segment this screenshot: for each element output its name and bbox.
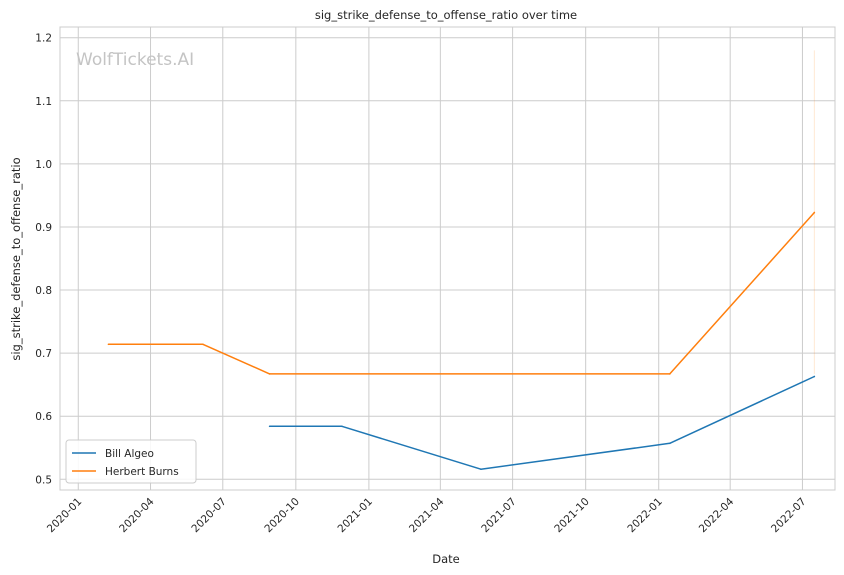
x-tick-label: 2022-01 xyxy=(625,496,665,536)
data-point-bill-algeo xyxy=(669,442,671,445)
y-tick-label: 0.8 xyxy=(35,285,52,297)
data-point-bill-algeo xyxy=(480,468,482,470)
x-tick-label: 2021-10 xyxy=(552,496,592,536)
y-tick-label: 0.5 xyxy=(35,474,52,486)
data-point-herbert-burns xyxy=(107,343,110,346)
data-point-herbert-burns xyxy=(202,343,204,346)
x-tick-label: 2022-04 xyxy=(697,495,737,535)
data-point-herbert-burns xyxy=(813,211,816,214)
x-tick-label: 2020-04 xyxy=(117,495,157,535)
series-layer xyxy=(107,50,816,470)
watermark: WolfTickets.AI xyxy=(76,50,194,70)
chart-title: sig_strike_defense_to_offense_ratio over… xyxy=(315,8,577,22)
gridlines xyxy=(60,27,835,490)
x-tick-label: 2021-07 xyxy=(479,496,519,536)
data-point-bill-algeo xyxy=(813,375,816,378)
x-tick-label: 2020-01 xyxy=(45,496,85,536)
data-point-bill-algeo xyxy=(268,425,271,428)
y-tick-label: 1.0 xyxy=(35,159,52,171)
y-tick-label: 0.9 xyxy=(35,222,52,234)
legend-label-herbert-burns: Herbert Burns xyxy=(105,466,179,478)
x-tick-label: 2020-07 xyxy=(189,496,229,536)
x-tick-label: 2022-07 xyxy=(769,496,809,536)
plot-background xyxy=(59,26,836,491)
plot-area xyxy=(59,26,836,491)
legend-label-bill-algeo: Bill Algeo xyxy=(105,448,154,460)
data-point-herbert-burns xyxy=(268,373,271,375)
y-axis: 0.5 0.6 0.7 0.8 0.9 1.0 1.1 1.2 xyxy=(35,33,52,487)
x-axis: 2020-01 2020-04 2020-07 2020-10 2021-01 2021-… xyxy=(45,495,809,535)
x-tick-label: 2021-01 xyxy=(336,496,376,536)
data-point-herbert-burns xyxy=(669,373,671,375)
y-tick-label: 0.6 xyxy=(35,411,52,423)
x-tick-label: 2020-10 xyxy=(262,496,302,536)
legend: Bill Algeo Herbert Burns xyxy=(65,439,197,484)
y-tick-label: 1.2 xyxy=(35,33,52,45)
y-tick-label: 1.1 xyxy=(35,96,52,108)
x-axis-label: Date xyxy=(432,552,460,566)
data-point-bill-algeo xyxy=(341,425,343,428)
x-tick-label: 2021-04 xyxy=(407,495,447,535)
y-axis-label: sig_strike_defense_to_offense_ratio xyxy=(9,157,23,360)
legend-box xyxy=(65,439,197,484)
y-tick-label: 0.7 xyxy=(35,348,52,360)
